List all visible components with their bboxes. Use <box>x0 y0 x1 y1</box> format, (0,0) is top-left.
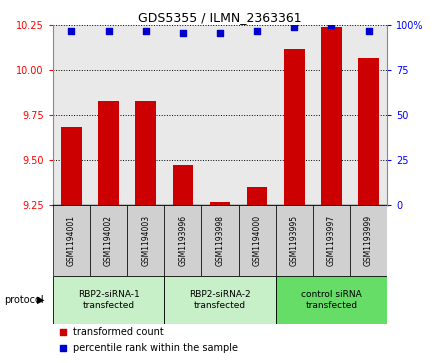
Bar <box>164 204 202 276</box>
Point <box>216 30 224 36</box>
Bar <box>284 49 304 204</box>
Bar <box>98 101 119 204</box>
Bar <box>350 25 387 204</box>
Point <box>328 23 335 28</box>
Bar <box>127 204 164 276</box>
Point <box>142 28 149 34</box>
Text: RBP2-siRNA-2
transfected: RBP2-siRNA-2 transfected <box>189 290 251 310</box>
Text: GSM1193997: GSM1193997 <box>327 215 336 266</box>
Bar <box>90 204 127 276</box>
Bar <box>53 25 90 204</box>
Bar <box>172 165 193 204</box>
Bar <box>202 25 238 204</box>
Bar <box>164 276 276 324</box>
Bar <box>202 204 238 276</box>
Text: GSM1194001: GSM1194001 <box>67 215 76 266</box>
Title: GDS5355 / ILMN_2363361: GDS5355 / ILMN_2363361 <box>138 11 302 24</box>
Text: transformed count: transformed count <box>73 327 164 337</box>
Text: RBP2-siRNA-1
transfected: RBP2-siRNA-1 transfected <box>77 290 139 310</box>
Bar <box>127 25 164 204</box>
Text: control siRNA
transfected: control siRNA transfected <box>301 290 362 310</box>
Bar <box>313 204 350 276</box>
Text: GSM1194000: GSM1194000 <box>253 215 262 266</box>
Bar <box>90 25 127 204</box>
Bar <box>238 204 276 276</box>
Text: percentile rank within the sample: percentile rank within the sample <box>73 343 238 353</box>
Bar <box>350 204 387 276</box>
Bar <box>313 25 350 204</box>
Bar <box>276 25 313 204</box>
Text: GSM1193999: GSM1193999 <box>364 215 373 266</box>
Point <box>59 345 66 351</box>
Bar <box>276 204 313 276</box>
Bar <box>61 127 81 204</box>
Point <box>291 24 298 30</box>
Text: ▶: ▶ <box>37 295 45 305</box>
Point <box>253 28 260 34</box>
Point <box>365 28 372 34</box>
Text: GSM1193998: GSM1193998 <box>216 215 224 266</box>
Text: GSM1194003: GSM1194003 <box>141 215 150 266</box>
Bar <box>359 58 379 204</box>
Bar <box>164 25 202 204</box>
Text: GSM1193995: GSM1193995 <box>290 215 299 266</box>
Point <box>180 30 187 36</box>
Text: GSM1194002: GSM1194002 <box>104 215 113 266</box>
Text: GSM1193996: GSM1193996 <box>178 215 187 266</box>
Bar <box>276 276 387 324</box>
Point <box>105 28 112 34</box>
Bar <box>53 276 164 324</box>
Bar <box>238 25 276 204</box>
Bar <box>247 187 268 204</box>
Point <box>68 28 75 34</box>
Text: protocol: protocol <box>4 295 44 305</box>
Bar <box>321 27 342 204</box>
Point <box>59 329 66 335</box>
Bar <box>210 202 230 204</box>
Bar <box>136 101 156 204</box>
Bar <box>53 204 90 276</box>
